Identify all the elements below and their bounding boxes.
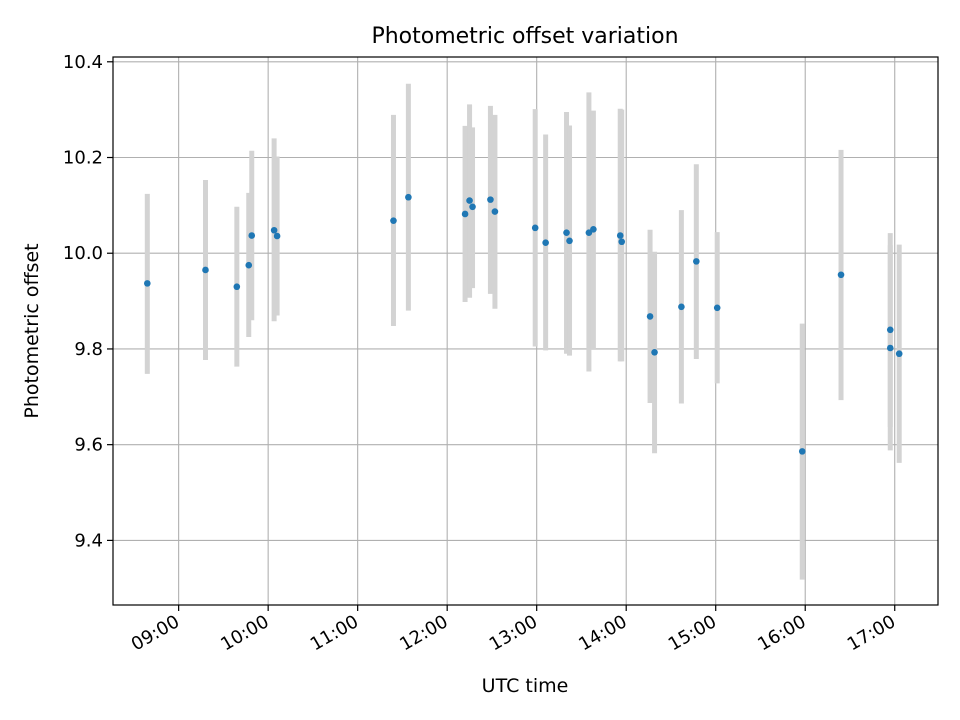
data-point: [487, 196, 494, 203]
axes-frame: [112, 56, 939, 606]
data-point: [144, 280, 151, 287]
data-point: [270, 226, 278, 234]
data-point: [798, 448, 806, 455]
data-point: [646, 313, 654, 320]
data-point: [466, 197, 473, 204]
data-point: [248, 232, 256, 239]
y-tick-label: 9.4: [74, 530, 103, 551]
x-axis-label: UTC time: [482, 675, 569, 697]
y-tick-label: 9.8: [74, 339, 103, 360]
chart-title: Photometric offset variation: [371, 24, 678, 49]
y-axis-ticks: 9.4 9.6 9.8 10.0 10.2 10.4: [63, 52, 113, 551]
data-point: [713, 304, 721, 312]
y-axis-label: Photometric offset: [21, 243, 43, 418]
y-tick-label: 10.0: [63, 243, 103, 264]
data-point: [563, 229, 570, 236]
data-point: [837, 271, 845, 279]
data-point: [233, 283, 241, 291]
data-point: [895, 350, 903, 358]
y-tick-label: 9.6: [74, 435, 103, 456]
data-point: [678, 303, 685, 311]
data-point: [531, 224, 539, 232]
data-point: [618, 238, 626, 246]
y-tick-label: 10.2: [63, 148, 103, 169]
data-point: [390, 217, 397, 224]
data-point: [566, 237, 573, 245]
data-point: [651, 348, 658, 356]
data-point: [469, 203, 476, 211]
data-point: [590, 225, 597, 233]
data-point: [273, 232, 281, 240]
data-point: [886, 326, 894, 334]
data-point: [405, 193, 412, 201]
data-point: [693, 258, 700, 265]
data-point: [542, 239, 549, 246]
data-points: [144, 193, 903, 455]
data-point: [461, 210, 469, 218]
y-tick-label: 10.4: [63, 52, 103, 73]
data-point: [886, 344, 894, 352]
data-point: [245, 261, 253, 269]
data-point: [491, 208, 499, 215]
data-point: [202, 266, 209, 274]
data-point: [616, 232, 624, 239]
